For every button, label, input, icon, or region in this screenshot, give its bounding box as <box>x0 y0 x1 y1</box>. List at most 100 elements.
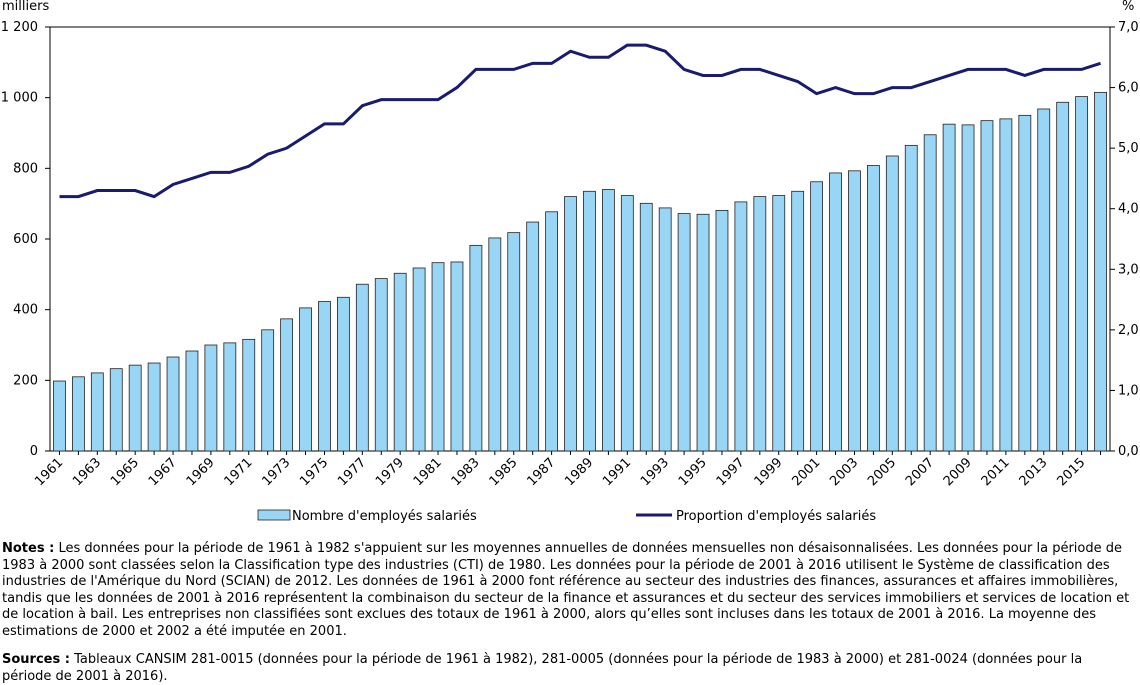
bar <box>583 190 596 452</box>
bar <box>658 207 672 452</box>
bar <box>942 123 956 452</box>
bar <box>772 195 786 452</box>
bar <box>696 213 710 452</box>
x-tick-label: 1987 <box>524 455 558 489</box>
bar <box>355 283 369 452</box>
bar <box>1075 96 1089 452</box>
notes-label: Notes : <box>2 541 55 556</box>
bar <box>242 338 256 452</box>
bar <box>1056 101 1070 452</box>
bar <box>261 329 275 452</box>
bar <box>999 118 1013 452</box>
x-tick-label: 1969 <box>184 455 218 489</box>
x-tick-label: 1963 <box>70 455 104 489</box>
y2-tick-label: 3,0 <box>1118 262 1139 277</box>
bar <box>90 372 104 452</box>
y-tick-label: 200 <box>13 373 38 388</box>
y-tick-label: 1 000 <box>1 91 38 106</box>
bar <box>507 232 521 452</box>
x-tick-label: 2013 <box>1017 455 1051 489</box>
bar <box>620 195 634 452</box>
y-tick-label: 0 <box>30 444 38 459</box>
x-tick-label: 2001 <box>789 455 823 489</box>
bar <box>53 380 66 452</box>
bar <box>866 165 880 452</box>
bar <box>734 201 748 452</box>
legend-label: Proportion d'employés salariés <box>676 509 876 524</box>
y2-tick-label: 5,0 <box>1118 141 1139 156</box>
bar <box>412 267 426 452</box>
x-tick-label: 2005 <box>865 455 899 489</box>
x-tick-label: 1983 <box>449 455 483 489</box>
chart: milliers % 0 200 400 600 800 1 000 1 200 0,0 1,0… <box>1 0 1139 524</box>
bar <box>961 124 975 452</box>
y-axis-label: milliers <box>2 0 49 14</box>
x-tick-label: 2009 <box>941 455 975 489</box>
bar <box>885 155 899 452</box>
x-tick-label: 1985 <box>487 455 521 489</box>
x-tick-label: 1965 <box>108 455 142 489</box>
y2-tick-label: 7,0 <box>1118 20 1139 35</box>
sources-text: Tableaux CANSIM 281-0015 (données pour l… <box>2 652 1083 684</box>
x-tick-label: 2007 <box>903 455 937 489</box>
y2-axis-label: % <box>1122 0 1134 14</box>
x-tick-label: 1989 <box>562 455 596 489</box>
x-tick-label: 1979 <box>373 455 407 489</box>
y2-tick-label: 0,0 <box>1118 444 1139 459</box>
x-tick-label: 1975 <box>297 455 331 489</box>
sources: Sources : Tableaux CANSIM 281-0015 (donn… <box>2 652 1132 685</box>
bar <box>185 350 199 452</box>
bar <box>128 364 142 452</box>
bar <box>469 244 483 452</box>
bar <box>601 189 615 452</box>
legend-label: Nombre d'employés salariés <box>292 509 477 524</box>
bar <box>545 211 559 452</box>
bar <box>280 318 294 452</box>
line <box>59 43 1101 199</box>
x-tick-label: 2003 <box>827 455 861 489</box>
x-tick-label: 1991 <box>600 455 634 489</box>
bar <box>829 172 842 452</box>
notes-text: Les données pour la période de 1961 à 19… <box>2 541 1130 639</box>
bar <box>791 190 805 452</box>
x-tick-label: 1981 <box>411 455 445 489</box>
bar <box>1018 114 1032 452</box>
x-tick-label: 1973 <box>259 455 293 489</box>
bar <box>318 301 331 452</box>
bar <box>526 221 540 452</box>
bar <box>374 278 388 452</box>
bar <box>223 342 237 452</box>
x-tick-label: 1995 <box>676 455 710 489</box>
x-tick-label: 2015 <box>1054 455 1088 489</box>
notes: Notes : Les données pour la période de 1… <box>2 541 1132 640</box>
bar <box>393 272 407 452</box>
y-tick-label: 1 200 <box>1 20 38 35</box>
y-tick-label: 800 <box>13 161 38 176</box>
x-tick-label: 1999 <box>752 455 786 489</box>
bar <box>71 376 85 452</box>
y-tick-label: 400 <box>13 303 38 318</box>
bar <box>166 356 180 452</box>
x-tick-label: 1971 <box>222 455 256 489</box>
y2-tick-label: 1,0 <box>1118 383 1139 398</box>
x-tick-label: 1997 <box>714 455 748 489</box>
y-tick-label: 600 <box>13 232 38 247</box>
x-tick-label: 1977 <box>335 455 369 489</box>
bar <box>336 296 350 452</box>
x-tick-label: 1961 <box>32 455 66 489</box>
bar <box>204 344 218 452</box>
bar <box>715 209 729 452</box>
bar <box>810 181 824 452</box>
bar <box>980 120 994 452</box>
y2-tick-label: 2,0 <box>1118 323 1139 338</box>
bar <box>299 307 312 452</box>
bar <box>753 196 767 452</box>
bar <box>109 368 123 452</box>
bar <box>450 261 464 452</box>
bar <box>488 237 502 452</box>
sources-label: Sources : <box>2 652 70 667</box>
bar <box>677 213 691 452</box>
bar <box>848 170 861 452</box>
legend-swatch <box>257 509 291 521</box>
